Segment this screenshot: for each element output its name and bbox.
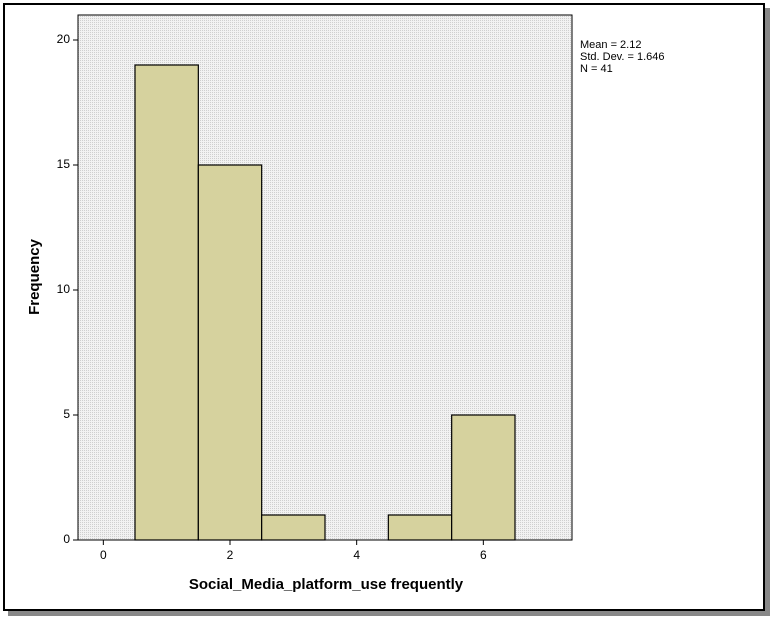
stats-note: Mean = 2.12 — [580, 39, 641, 51]
bar — [451, 414, 516, 541]
x-tick-label: 0 — [100, 548, 107, 562]
stats-note: Std. Dev. = 1.646 — [580, 51, 665, 63]
bar — [387, 514, 453, 541]
bar — [134, 64, 199, 541]
bar — [261, 514, 326, 541]
stats-note: N = 41 — [580, 63, 613, 75]
x-tick-label: 4 — [353, 548, 360, 562]
y-tick-label: 20 — [57, 32, 71, 46]
y-tick-label: 5 — [63, 407, 70, 421]
y-axis-title: Frequency — [26, 238, 43, 315]
y-tick-label: 0 — [63, 532, 70, 546]
x-axis-title: Social_Media_platform_use frequently — [189, 576, 464, 593]
bar — [197, 164, 263, 541]
y-tick-label: 15 — [57, 157, 71, 171]
x-tick-label: 6 — [480, 548, 487, 562]
y-tick-label: 10 — [57, 282, 71, 296]
x-tick-label: 2 — [227, 548, 234, 562]
